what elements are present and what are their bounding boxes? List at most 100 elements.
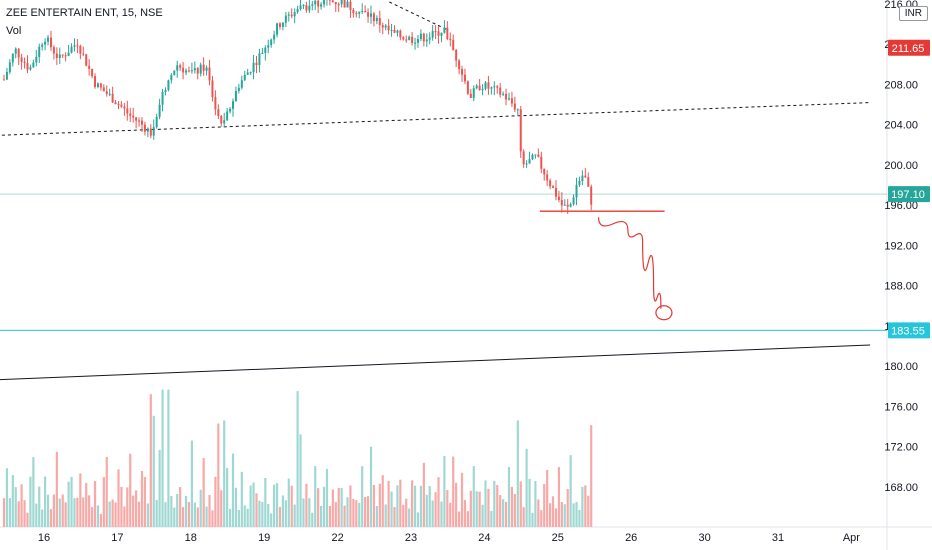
volume-bar — [502, 499, 505, 527]
volume-bar — [457, 511, 461, 527]
volume-bar — [246, 508, 249, 527]
candle-body — [308, 5, 311, 11]
candle-body — [414, 42, 417, 44]
candle-body — [49, 37, 52, 48]
volume-bar — [205, 506, 208, 527]
time-tick-label: 17 — [111, 532, 123, 544]
volume-bar — [399, 479, 402, 527]
price-tick-label: 192.00 — [884, 240, 918, 252]
candle-body — [114, 102, 117, 105]
candle-body — [411, 36, 414, 43]
candle-body — [296, 9, 299, 13]
volume-bar — [428, 486, 431, 527]
candle-body — [73, 45, 76, 47]
volume-bar — [258, 500, 261, 527]
candle-body — [560, 200, 563, 206]
volume-bar — [296, 391, 299, 527]
volume-bar — [466, 511, 469, 527]
candle-body — [546, 174, 549, 181]
candle-body — [85, 54, 88, 66]
price-tick-label: 168.00 — [884, 482, 918, 494]
time-axis[interactable]: 16 17 18 19 22 23 24 25 26 30 31 Apr — [38, 532, 860, 544]
candle-body — [372, 13, 375, 22]
volume-bar — [26, 512, 29, 527]
candle-body — [320, 4, 323, 7]
volume-bar — [413, 485, 417, 527]
volume-bar — [252, 482, 255, 527]
volume-bar — [23, 500, 26, 527]
candle-body — [422, 33, 425, 42]
candle-body — [67, 52, 70, 56]
candle-body — [461, 69, 464, 75]
volume-bar — [152, 415, 155, 527]
candle-body — [367, 12, 370, 17]
volume-bar — [311, 512, 314, 527]
volume-bar — [475, 491, 478, 527]
volume-bar — [249, 485, 252, 527]
volume-bar — [290, 485, 293, 527]
candle-body — [390, 29, 393, 31]
volume-bar — [369, 446, 373, 527]
candle-body — [176, 65, 179, 71]
candle-body — [358, 11, 361, 14]
volume-indicator-label[interactable]: Vol — [6, 25, 22, 37]
price-tick-label: 216.00 — [884, 0, 918, 11]
candle-body — [323, 0, 326, 5]
candle-body — [566, 204, 569, 207]
volume-bar — [490, 510, 493, 527]
candle-body — [537, 154, 540, 157]
candle-body — [105, 91, 108, 94]
volume-bar — [179, 487, 182, 527]
volume-bar — [14, 487, 17, 527]
volume-bar — [525, 448, 528, 527]
volume-bar — [117, 469, 120, 527]
candle-body — [91, 68, 94, 77]
volume-bar — [223, 420, 226, 527]
volume-bar — [528, 478, 531, 527]
candle-body — [232, 101, 235, 109]
candle-body — [425, 39, 428, 42]
candle-body — [496, 86, 499, 88]
volume-bar — [358, 502, 361, 527]
volume-bar — [164, 502, 167, 527]
volume-bar — [308, 498, 311, 527]
volume-bar — [478, 491, 481, 527]
candle-body — [276, 23, 279, 35]
volume-bar — [267, 504, 270, 527]
volume-bar — [120, 486, 123, 527]
candle-body — [557, 196, 560, 201]
candle-body — [270, 39, 273, 46]
candle-body — [337, 4, 340, 6]
candle-body — [261, 52, 264, 54]
time-tick-label: 25 — [552, 532, 564, 544]
candle-body — [516, 109, 519, 111]
candle-body — [387, 25, 390, 30]
volume-bar — [275, 483, 279, 527]
candle-body — [117, 104, 120, 106]
volume-bar — [146, 503, 149, 527]
symbol-title[interactable]: ZEE ENTERTAIN ENT, 15, NSE — [6, 7, 163, 19]
candle-body — [458, 60, 461, 70]
volume-bar — [337, 487, 340, 527]
volume-bar — [554, 508, 558, 527]
candle-body — [70, 46, 73, 53]
candle-body — [223, 120, 226, 124]
projection-path — [597, 217, 662, 309]
candle-body — [402, 37, 405, 40]
candle-body — [475, 85, 478, 89]
volume-bar — [126, 487, 129, 527]
volume-bar — [455, 482, 458, 527]
currency-badge[interactable]: INR — [898, 6, 928, 21]
candlestick-series[interactable] — [3, 0, 593, 215]
candle-body — [487, 82, 490, 89]
candle-body — [11, 53, 14, 63]
volume-bar — [531, 512, 534, 527]
volume-bar — [590, 425, 593, 527]
time-tick-label: 23 — [405, 532, 417, 544]
candle-body — [381, 25, 384, 28]
candle-body — [572, 197, 575, 205]
candle-body — [352, 9, 355, 14]
price-axis[interactable]: 168.00172.00176.00180.00184.00188.00192.… — [884, 0, 930, 494]
candle-body — [76, 45, 79, 47]
